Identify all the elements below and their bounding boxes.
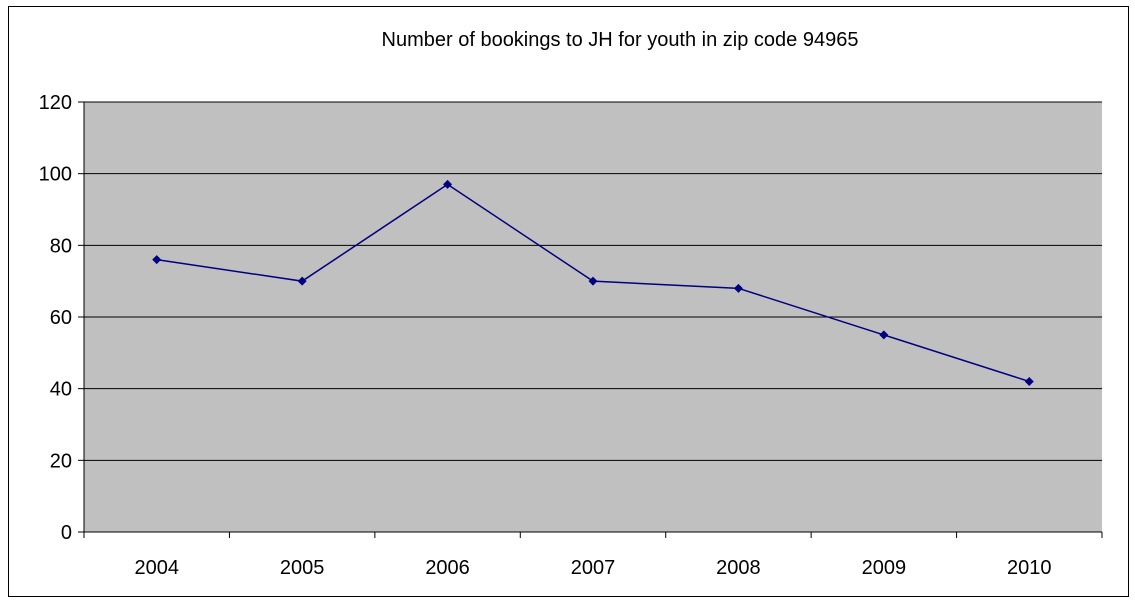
x-tick-label: 2008 (716, 557, 761, 579)
x-tick-label: 2006 (425, 557, 470, 579)
data-point-2010 (1024, 377, 1034, 386)
x-tick-label: 2007 (571, 557, 616, 579)
y-tick-label: 120 (39, 92, 72, 114)
x-tick-label: 2010 (1007, 557, 1052, 579)
series-bookings (152, 179, 1034, 386)
y-axis-ticks: 0 20 40 60 80 100 120 (39, 92, 84, 544)
y-tick-label: 100 (39, 164, 72, 186)
data-point-2008 (733, 283, 743, 293)
y-tick-label: 0 (61, 522, 72, 544)
y-tick-label: 60 (50, 307, 72, 329)
y-tick-label: 20 (50, 450, 72, 472)
data-point-2005 (297, 276, 307, 286)
x-tick-label: 2009 (862, 557, 907, 579)
data-point-2009 (879, 330, 889, 340)
data-point-2004 (152, 255, 162, 265)
x-tick-label: 2004 (134, 557, 179, 579)
x-tick-label: 2005 (280, 557, 325, 579)
data-point-2007 (588, 276, 598, 286)
data-point-2006 (443, 179, 453, 189)
gridlines (84, 101, 1102, 461)
x-axis-ticks: 2004 2005 2006 2007 2008 2009 2010 (83, 532, 1103, 579)
chart-title: Number of bookings to JH for youth in zi… (382, 29, 859, 51)
y-tick-label: 80 (50, 235, 72, 257)
y-tick-label: 40 (50, 379, 72, 401)
